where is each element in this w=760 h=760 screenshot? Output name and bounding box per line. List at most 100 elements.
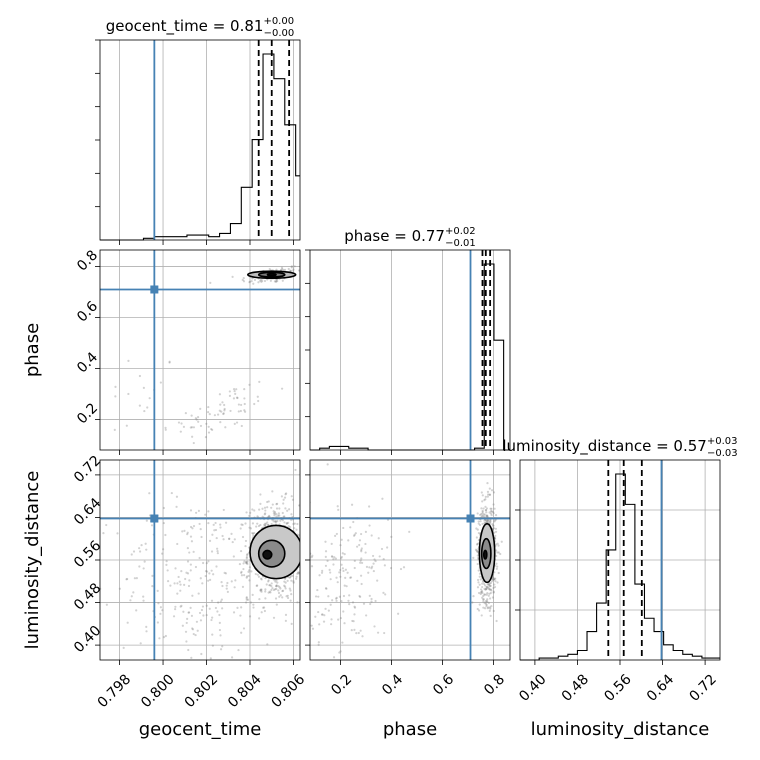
scatter-point <box>258 617 261 620</box>
x-axis-label-geocent_time: geocent_time <box>139 719 262 740</box>
scatter-point <box>483 513 486 516</box>
scatter-point <box>239 527 242 530</box>
scatter-point <box>484 498 487 501</box>
scatter-point <box>480 614 483 617</box>
scatter-point <box>264 588 267 591</box>
scatter-point <box>248 526 251 529</box>
scatter-point <box>269 279 272 282</box>
scatter-point <box>221 607 224 610</box>
scatter-point <box>196 416 200 419</box>
scatter-point <box>243 397 246 400</box>
scatter-point <box>492 591 495 594</box>
scatter-point <box>221 584 224 588</box>
scatter-point <box>182 425 186 428</box>
scatter-point <box>246 562 249 566</box>
scatter-point <box>245 597 248 600</box>
x-tick-label: 0.40 <box>516 671 549 704</box>
scatter-point <box>485 507 489 510</box>
scatter-point <box>201 605 205 608</box>
scatter-point <box>164 533 167 537</box>
scatter-point <box>374 559 377 563</box>
scatter-point <box>349 576 353 579</box>
scatter-point <box>194 633 197 637</box>
scatter-point <box>241 523 244 527</box>
scatter-point <box>292 581 295 584</box>
scatter-point <box>335 596 338 599</box>
hist-bin-geocent_time <box>220 233 231 240</box>
scatter-point <box>191 594 194 597</box>
y-tick-label: 0.4 <box>74 349 101 376</box>
scatter-point <box>125 424 128 427</box>
contour-level-2 <box>266 272 277 277</box>
scatter-point <box>207 510 210 513</box>
scatter-point <box>489 614 492 617</box>
scatter-point <box>132 550 136 553</box>
scatter-point <box>326 463 329 466</box>
hist-bin-geocent_time <box>198 235 209 240</box>
hist-outline-geocent_time <box>100 53 300 241</box>
scatter-point <box>324 564 328 567</box>
scatter-point <box>118 587 121 590</box>
scatter-point <box>243 560 246 563</box>
scatter-point <box>476 586 480 589</box>
scatter-point <box>494 534 497 537</box>
scatter-point <box>122 646 125 649</box>
scatter-point <box>251 531 254 535</box>
scatter-point <box>243 402 246 406</box>
scatter-point <box>221 645 224 648</box>
scatter-point <box>127 392 130 396</box>
scatter-point <box>364 551 367 554</box>
scatter-point <box>199 619 203 622</box>
scatter-point <box>488 585 492 588</box>
scatter-point <box>476 554 479 557</box>
scatter-point <box>334 557 337 560</box>
scatter-point <box>284 507 287 510</box>
scatter-point <box>142 567 145 570</box>
scatter-point <box>304 556 306 558</box>
scatter-point <box>219 421 222 424</box>
scatter-point <box>233 422 236 425</box>
scatter-point <box>186 531 189 534</box>
scatter-point <box>480 512 483 516</box>
scatter-point <box>345 585 348 588</box>
scatter-point <box>162 548 165 551</box>
scatter-point <box>287 521 290 525</box>
scatter-point <box>184 630 188 633</box>
scatter-point <box>208 607 211 610</box>
scatter-point <box>283 585 287 588</box>
scatter-point <box>489 584 492 588</box>
scatter-point <box>264 512 267 515</box>
x-tick-label: 0.804 <box>225 671 265 711</box>
scatter-point <box>272 520 275 523</box>
scatter-point <box>265 522 268 525</box>
scatter-point <box>362 602 366 605</box>
scatter-point <box>210 550 214 553</box>
title-minus: −0.01 <box>445 238 476 249</box>
scatter-point <box>199 577 202 580</box>
scatter-point <box>190 426 194 429</box>
scatter-point <box>209 281 212 284</box>
scatter-point <box>159 606 162 609</box>
scatter-point <box>166 580 170 583</box>
scatter-point <box>486 482 489 485</box>
scatter-point <box>275 585 278 588</box>
scatter-point <box>497 544 500 547</box>
scatter-point <box>341 641 344 644</box>
scatter-point <box>483 587 486 590</box>
hist-outline-phase <box>310 263 510 451</box>
scatter-point <box>274 519 277 523</box>
scatter-point <box>292 268 295 271</box>
scatter-point <box>162 506 165 510</box>
scatter-point <box>232 397 236 400</box>
scatter-point <box>373 558 376 561</box>
scatter-point <box>205 561 208 565</box>
scatter-point <box>303 531 305 533</box>
x-axis-label-luminosity_distance: luminosity_distance <box>531 719 710 740</box>
scatter-point <box>328 568 331 571</box>
scatter-point <box>341 552 344 555</box>
scatter-point <box>336 505 339 508</box>
scatter-point <box>245 598 248 601</box>
scatter-point <box>289 526 292 529</box>
scatter-point <box>338 651 341 654</box>
scatter-point <box>244 522 247 525</box>
